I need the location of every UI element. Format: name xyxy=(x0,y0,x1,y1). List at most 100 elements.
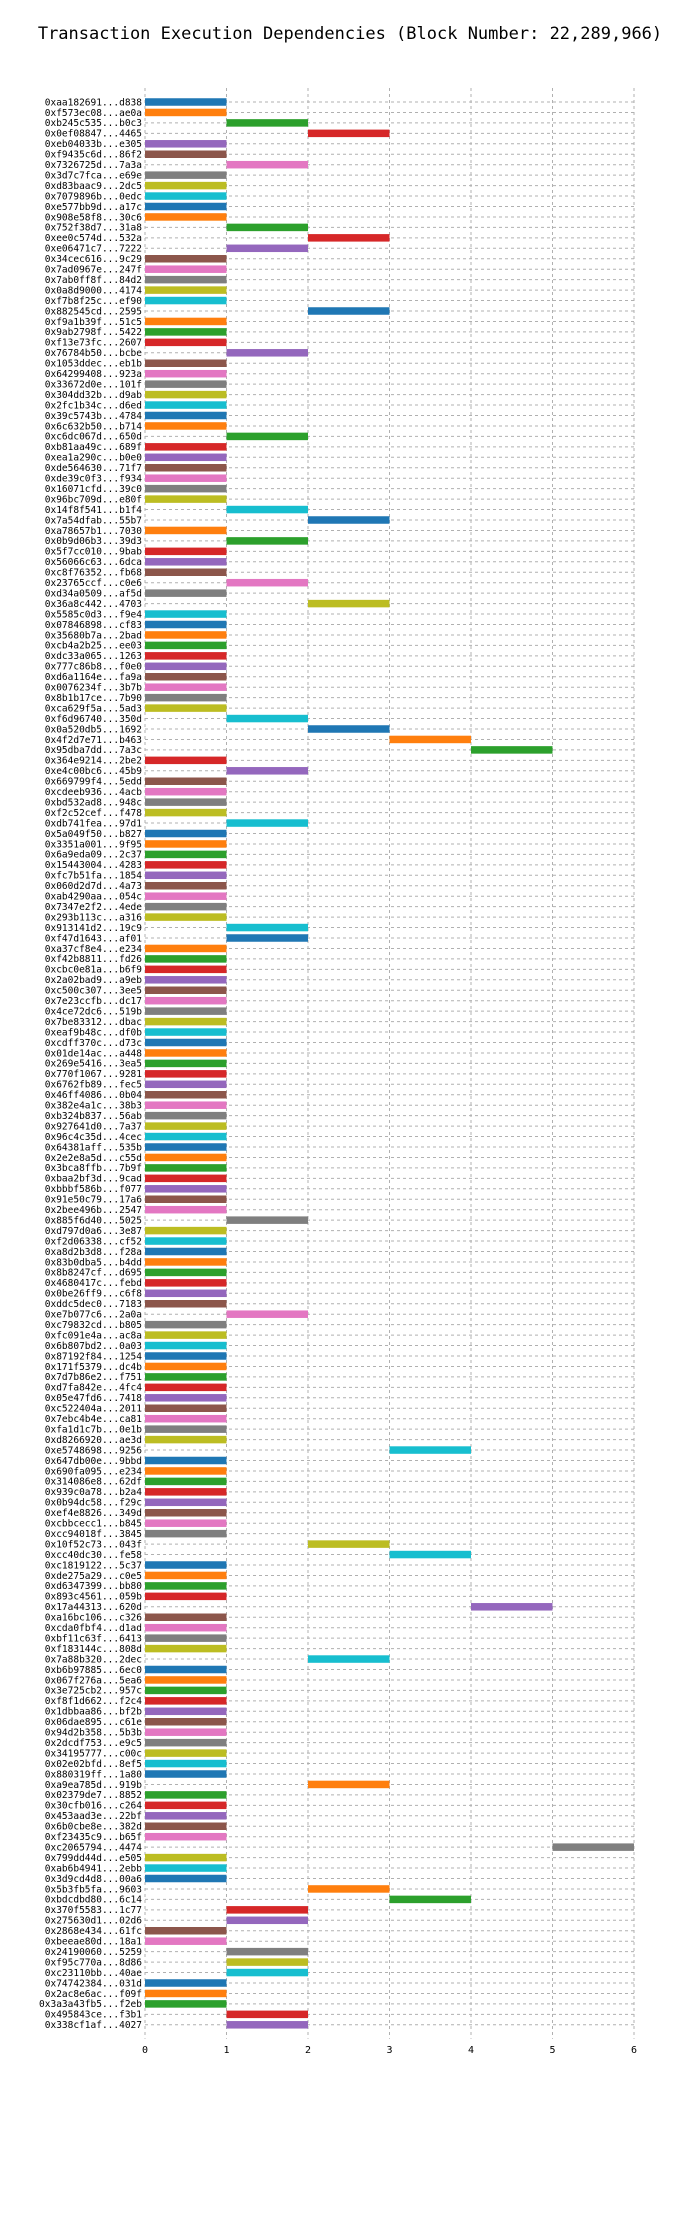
y-tick-label: 0xf13e73fc...2607 xyxy=(45,338,142,349)
y-tick-label: 0xab6b4941...2ebb xyxy=(45,1863,143,1874)
y-tick-label: 0xbf11c63f...6413 xyxy=(45,1633,142,1644)
transaction-bar xyxy=(145,944,227,953)
y-tick-label: 0x96c4c35d...4cec xyxy=(45,1132,142,1143)
transaction-bar xyxy=(226,244,308,253)
y-tick-label: 0x01de14ac...a448 xyxy=(45,1048,143,1059)
transaction-bar xyxy=(471,1603,553,1611)
y-tick-label: 0x64381aff...535b xyxy=(45,1142,143,1153)
y-tick-label: 0x304dd32b...d9ab xyxy=(45,390,143,401)
transaction-bar xyxy=(145,965,227,974)
y-tick-label: 0xbdcdbd80...6c14 xyxy=(45,1895,143,1906)
y-tick-label: 0x6b0cbe8e...382d xyxy=(45,1822,142,1833)
y-tick-label: 0x669799f4...5edd xyxy=(45,777,142,788)
y-tick-label: 0x02e02bfd...8ef5 xyxy=(45,1759,142,1770)
y-tick-label: 0x3a3a43fb5...f2eb xyxy=(39,1999,142,2010)
transaction-bar xyxy=(145,1613,227,1621)
transaction-bar xyxy=(145,1832,227,1841)
transaction-bar xyxy=(145,1164,227,1172)
y-tick-label: 0xc500c307...3ee5 xyxy=(45,986,142,997)
transaction-bar xyxy=(145,1571,227,1580)
transaction-bar xyxy=(145,1091,227,1099)
y-tick-label: 0xb245c535...b0c3 xyxy=(45,118,142,129)
y-tick-label: 0x2fc1b34c...d6ed xyxy=(45,400,142,411)
transaction-bar xyxy=(145,1185,227,1193)
y-tick-label: 0x338cf1af...4027 xyxy=(45,2020,142,2031)
transaction-bar xyxy=(389,1895,471,1904)
y-tick-label: 0xfc7b51fa...1854 xyxy=(45,871,143,882)
y-tick-label: 0xb324b837...56ab xyxy=(45,1111,143,1122)
y-tick-label: 0x370f5583...1c77 xyxy=(45,1905,142,1916)
transaction-bar xyxy=(145,1864,227,1872)
transaction-bar xyxy=(145,1320,227,1329)
transaction-bar xyxy=(145,777,227,785)
transaction-bar xyxy=(145,140,227,148)
transaction-bar xyxy=(226,223,308,232)
y-tick-label: 0xa37cf8e4...e234 xyxy=(45,944,143,955)
transaction-bar xyxy=(145,1853,227,1862)
transaction-bar xyxy=(226,1906,308,1914)
transaction-bar xyxy=(145,1759,227,1768)
y-tick-label: 0x799dd44d...e505 xyxy=(45,1853,142,1864)
y-tick-label: 0xf47d1643...af01 xyxy=(45,933,143,944)
y-tick-label: 0x690fa095...e234 xyxy=(45,1466,143,1477)
y-tick-label: 0x2dcdf753...e9c5 xyxy=(45,1738,142,1749)
y-tick-label: 0x5f7cc010...9bab xyxy=(45,547,143,558)
y-tick-label: 0xf95c770a...8d86 xyxy=(45,1957,143,1968)
y-tick-label: 0x95dba7dd...7a3c xyxy=(45,745,142,756)
transaction-bar xyxy=(145,787,227,796)
transaction-bar xyxy=(145,328,227,336)
transaction-bar xyxy=(145,1394,227,1402)
transaction-bar xyxy=(145,996,227,1005)
transaction-bar xyxy=(226,537,308,545)
transaction-bar xyxy=(145,850,227,859)
transaction-bar xyxy=(145,955,227,963)
y-tick-label: 0x91e50c79...17a6 xyxy=(45,1195,143,1206)
transaction-bar xyxy=(145,808,227,817)
transaction-bar xyxy=(308,234,390,242)
transaction-bar xyxy=(145,171,227,179)
y-tick-label: 0xc79832cd...b805 xyxy=(45,1320,142,1331)
y-tick-label: 0xa8d2b3d8...f28a xyxy=(45,1247,142,1258)
transaction-bar xyxy=(145,1007,227,1015)
y-tick-label: 0xf7b8f25c...ef90 xyxy=(45,296,143,307)
y-tick-label: 0xc2065794...4474 xyxy=(45,1842,143,1853)
transaction-bar xyxy=(145,453,227,462)
transaction-bar xyxy=(145,1697,227,1705)
transaction-bar xyxy=(145,1927,227,1935)
transaction-bar xyxy=(145,1634,227,1642)
transaction-bar xyxy=(145,892,227,900)
y-tick-label: 0xde275a29...c0e5 xyxy=(45,1571,142,1582)
transaction-bar xyxy=(226,432,308,441)
y-tick-label: 0x96bc709d...e80f xyxy=(45,494,142,505)
y-tick-label: 0xcda0fbf4...d1ad xyxy=(45,1623,142,1634)
y-tick-label: 0x4f2d7e71...b463 xyxy=(45,735,142,746)
transaction-bar xyxy=(389,1446,471,1454)
y-tick-label: 0x7d7b86e2...f751 xyxy=(45,1372,143,1383)
transaction-bar xyxy=(145,1592,227,1601)
transaction-bar xyxy=(145,1979,227,1987)
transaction-bar xyxy=(145,286,227,294)
y-tick-label: 0x0be26ff9...c6f8 xyxy=(45,1289,143,1300)
transaction-bar xyxy=(389,735,471,744)
y-tick-label: 0x6b807bd2...0a03 xyxy=(45,1341,142,1352)
y-tick-label: 0x5b3fb5fa...9603 xyxy=(45,1884,142,1895)
transaction-bar xyxy=(145,829,227,838)
transaction-bar xyxy=(145,1791,227,1799)
transaction-bar xyxy=(145,1707,227,1716)
transaction-bar xyxy=(145,1456,227,1465)
transaction-bar xyxy=(145,568,227,576)
transaction-bar xyxy=(145,1519,227,1527)
transaction-bar xyxy=(308,516,390,524)
y-tick-label: 0xea1a290c...b0e0 xyxy=(45,453,143,464)
transaction-bar xyxy=(226,714,308,723)
transaction-bar xyxy=(145,369,227,378)
y-tick-label: 0xeb04033b...e305 xyxy=(45,139,142,150)
y-tick-label: 0xdc33a065...1263 xyxy=(45,651,142,662)
transaction-bar xyxy=(145,693,227,702)
transaction-bar xyxy=(145,1529,227,1538)
transaction-bar xyxy=(145,1498,227,1507)
transaction-bar xyxy=(145,474,227,482)
transaction-bar xyxy=(145,443,227,451)
y-tick-label: 0x7e23ccfb...dc17 xyxy=(45,996,142,1007)
y-tick-label: 0x07846898...cf83 xyxy=(45,620,142,631)
